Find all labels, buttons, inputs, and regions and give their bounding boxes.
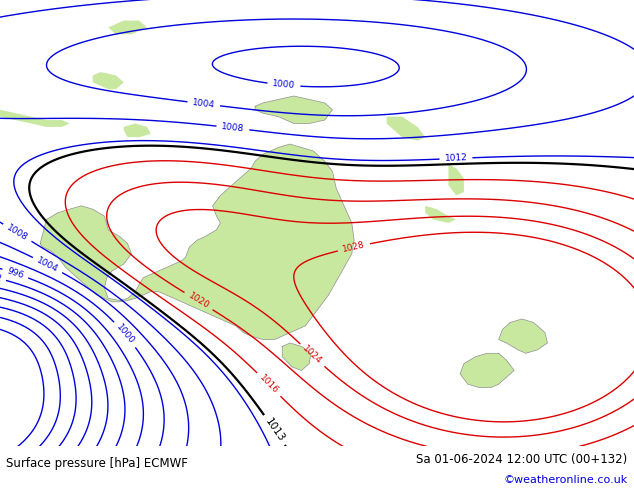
Text: ©weatheronline.co.uk: ©weatheronline.co.uk	[503, 475, 628, 485]
Text: 1008: 1008	[5, 223, 30, 243]
Polygon shape	[448, 165, 464, 196]
Polygon shape	[108, 21, 147, 34]
Text: 1004: 1004	[36, 256, 60, 274]
Text: Surface pressure [hPa] ECMWF: Surface pressure [hPa] ECMWF	[6, 457, 188, 470]
Text: 996: 996	[6, 267, 25, 280]
Polygon shape	[40, 144, 354, 340]
Text: 1008: 1008	[221, 122, 245, 134]
Polygon shape	[255, 96, 332, 123]
Polygon shape	[0, 110, 70, 127]
Polygon shape	[460, 353, 514, 388]
Text: 992: 992	[0, 271, 2, 283]
Polygon shape	[93, 72, 124, 89]
Text: 1024: 1024	[301, 344, 324, 366]
Text: 1016: 1016	[257, 373, 280, 396]
Polygon shape	[124, 123, 151, 137]
Text: 1020: 1020	[186, 292, 210, 311]
Text: 1013: 1013	[263, 416, 286, 444]
Polygon shape	[282, 343, 311, 370]
Polygon shape	[387, 117, 425, 141]
Text: 1000: 1000	[114, 323, 136, 346]
Polygon shape	[499, 319, 547, 353]
Text: 1028: 1028	[342, 240, 366, 254]
Text: 1000: 1000	[272, 79, 296, 91]
Polygon shape	[425, 206, 456, 223]
Text: Sa 01-06-2024 12:00 UTC (00+132): Sa 01-06-2024 12:00 UTC (00+132)	[417, 453, 628, 466]
Text: 1012: 1012	[444, 153, 467, 163]
Text: 1004: 1004	[192, 98, 216, 110]
